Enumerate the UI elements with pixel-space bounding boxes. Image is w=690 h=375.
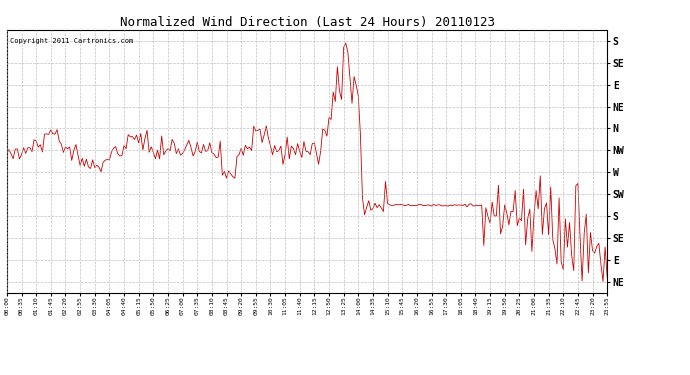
Text: Copyright 2011 Cartronics.com: Copyright 2011 Cartronics.com — [10, 38, 133, 44]
Title: Normalized Wind Direction (Last 24 Hours) 20110123: Normalized Wind Direction (Last 24 Hours… — [119, 16, 495, 29]
